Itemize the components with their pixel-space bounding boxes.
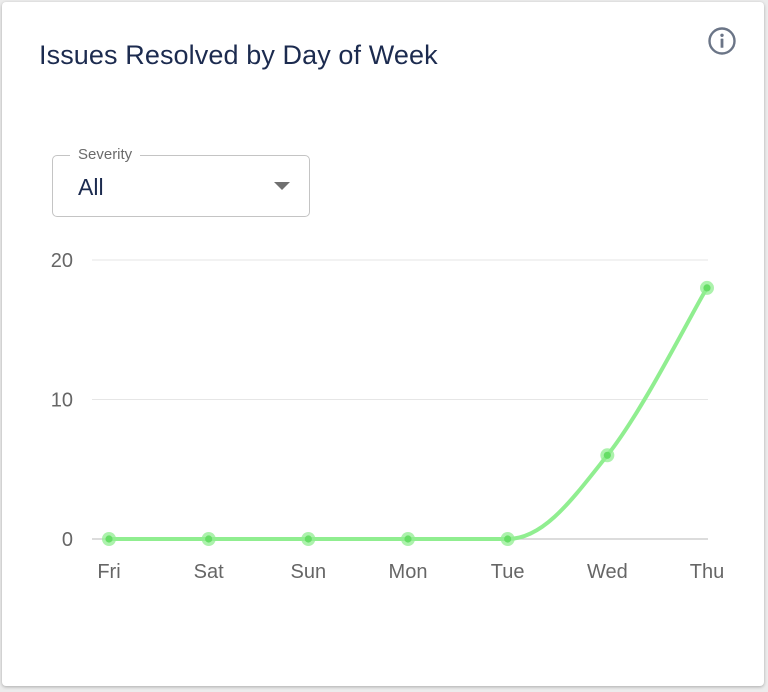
data-point-center — [504, 535, 512, 543]
info-icon[interactable] — [707, 26, 737, 56]
data-point-center — [205, 535, 213, 543]
x-tick-label: Tue — [491, 561, 525, 583]
x-tick-label: Fri — [97, 561, 120, 583]
severity-value: All — [78, 174, 104, 200]
y-tick-label: 20 — [51, 250, 73, 272]
x-tick-label: Sun — [291, 561, 327, 583]
data-point-center — [404, 535, 412, 543]
data-point-center — [105, 535, 113, 543]
x-tick-label: Thu — [690, 561, 724, 583]
severity-select[interactable]: Severity All — [52, 146, 310, 217]
y-tick-label: 0 — [62, 529, 73, 551]
card-title: Issues Resolved by Day of Week — [39, 40, 438, 70]
y-tick-label: 10 — [51, 390, 73, 412]
caret-down-icon[interactable] — [274, 182, 290, 190]
data-point-center — [603, 451, 611, 459]
x-tick-label: Mon — [389, 561, 428, 583]
data-point-center — [304, 535, 312, 543]
severity-label: Severity — [70, 146, 141, 163]
x-tick-label: Sat — [194, 561, 224, 583]
data-point-center — [703, 284, 711, 292]
series-line — [107, 285, 709, 542]
x-tick-label: Wed — [587, 561, 628, 583]
